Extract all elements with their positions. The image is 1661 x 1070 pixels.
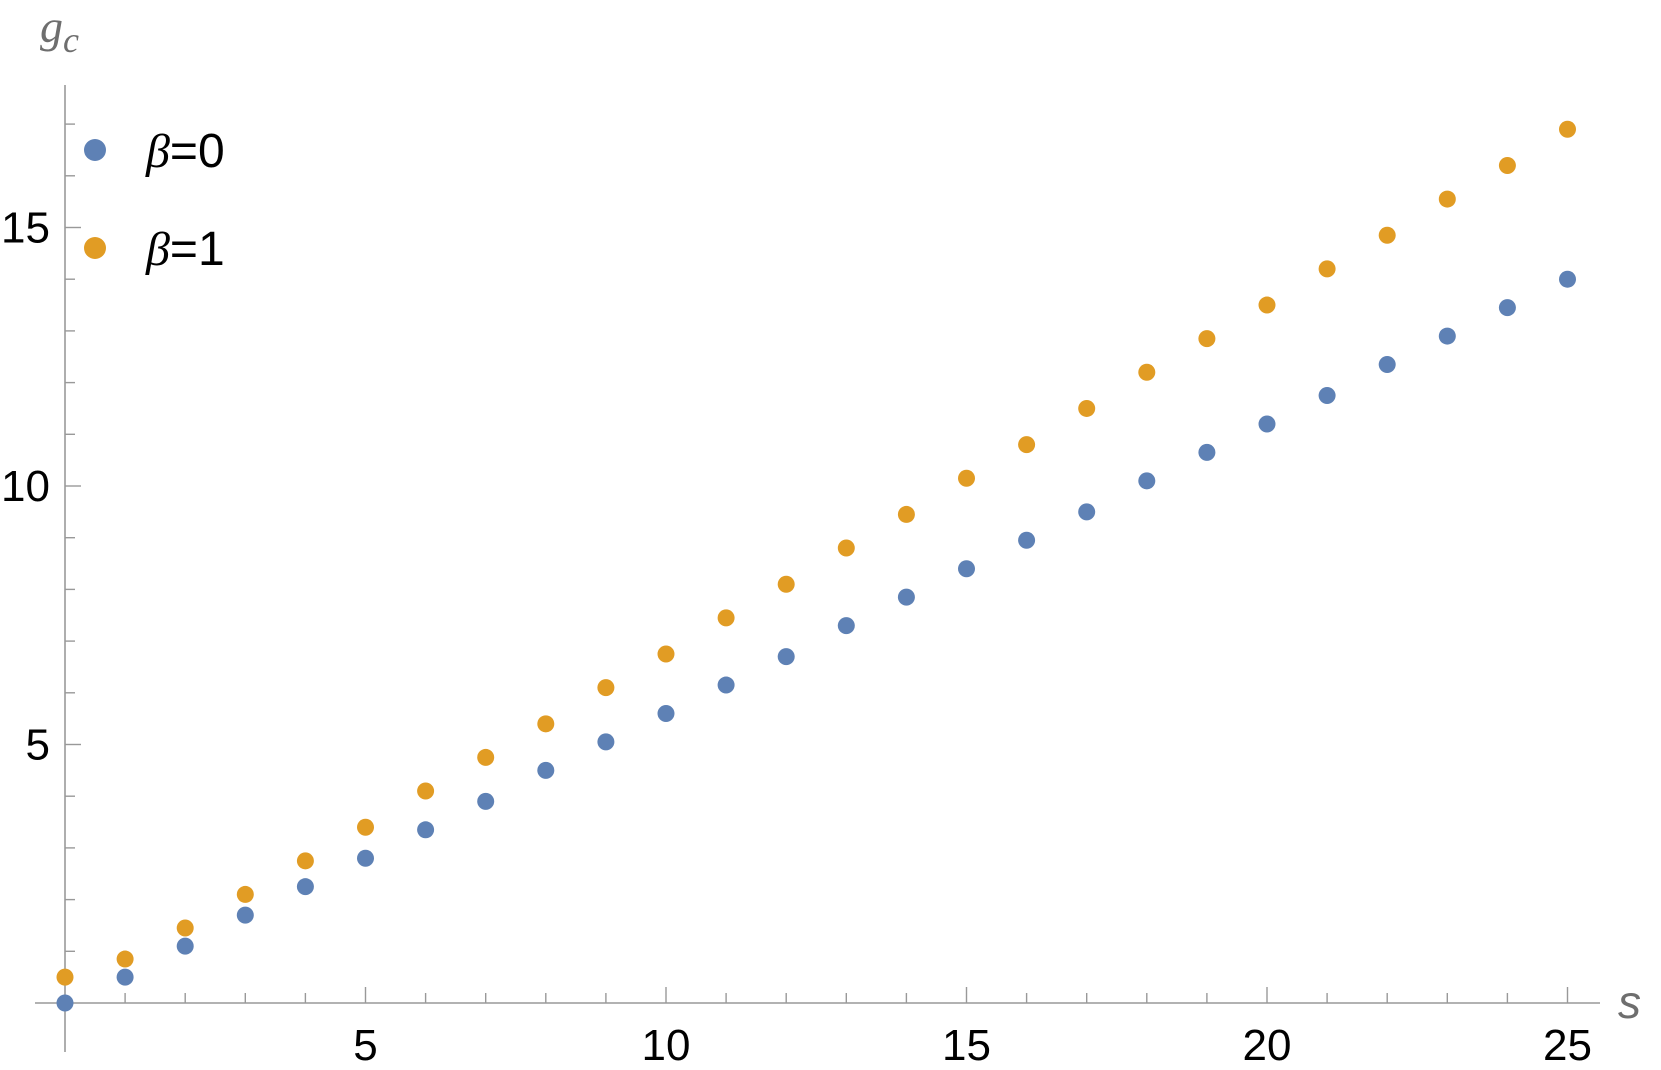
data-point xyxy=(1198,330,1216,348)
legend-value: =1 xyxy=(170,223,225,276)
data-point xyxy=(897,588,915,606)
data-point xyxy=(1378,226,1396,244)
axis-ticks xyxy=(65,123,1569,1003)
data-point xyxy=(1498,156,1516,174)
data-point xyxy=(537,715,555,733)
x-tick-label: 25 xyxy=(1543,1021,1592,1070)
legend-value: =0 xyxy=(170,125,225,178)
tick-labels: 5 10 15 20 25 5 10 15 xyxy=(1,204,1592,1070)
y-tick-label: 10 xyxy=(1,462,50,511)
legend-item: β=1 xyxy=(84,223,225,276)
legend-marker xyxy=(84,237,106,259)
y-axis-title: gc xyxy=(40,1,79,60)
data-point xyxy=(837,539,855,557)
x-tick-label: 15 xyxy=(942,1021,991,1070)
legend-item: β=0 xyxy=(84,125,225,178)
data-point xyxy=(1018,436,1036,454)
data-point xyxy=(296,878,314,896)
data-point xyxy=(477,792,495,810)
data-point xyxy=(1559,270,1576,288)
data-point xyxy=(597,679,615,697)
legend-label: β=1 xyxy=(145,223,225,276)
data-point xyxy=(1378,356,1396,374)
data-point xyxy=(897,505,915,523)
y-tick-label: 15 xyxy=(1,204,50,253)
x-tick-label: 20 xyxy=(1243,1021,1292,1070)
data-point xyxy=(1258,296,1276,314)
x-axis-title: s xyxy=(1618,976,1641,1028)
data-point xyxy=(176,919,194,937)
y-axis-title-subscript: c xyxy=(63,20,79,60)
data-point xyxy=(56,994,74,1012)
data-point xyxy=(1198,443,1216,461)
data-point xyxy=(1078,503,1096,521)
data-point xyxy=(236,906,254,924)
legend-symbol: β xyxy=(145,125,170,178)
data-point xyxy=(1078,399,1096,417)
data-point xyxy=(537,761,555,779)
data-points xyxy=(56,120,1576,1012)
data-point xyxy=(657,704,675,722)
data-point xyxy=(1438,190,1456,208)
data-point xyxy=(417,821,435,839)
legend: β=0β=1 xyxy=(84,125,225,276)
x-tick-label: 10 xyxy=(642,1021,691,1070)
data-point xyxy=(357,849,374,867)
data-point xyxy=(1498,299,1516,317)
data-point xyxy=(296,852,314,870)
data-point xyxy=(1559,120,1576,138)
data-point xyxy=(958,469,975,487)
data-point xyxy=(1258,415,1276,433)
data-point xyxy=(1438,327,1456,345)
data-point xyxy=(777,575,795,593)
data-point xyxy=(477,748,495,766)
series-0 xyxy=(56,270,1576,1012)
data-point xyxy=(717,676,735,694)
data-point xyxy=(657,645,675,663)
data-point xyxy=(717,609,735,627)
data-point xyxy=(837,617,855,635)
data-point xyxy=(236,885,254,903)
data-point xyxy=(116,968,134,986)
data-point xyxy=(417,782,435,800)
data-point xyxy=(1318,387,1336,405)
legend-symbol: β xyxy=(145,223,170,276)
data-point xyxy=(597,733,615,751)
data-point xyxy=(1138,472,1156,490)
data-point xyxy=(56,968,74,986)
data-point xyxy=(116,950,134,968)
y-tick-label: 5 xyxy=(26,721,50,770)
axis-titles: gc s xyxy=(40,1,1641,1028)
data-point xyxy=(958,560,975,578)
y-axis-title-main: g xyxy=(40,1,63,52)
data-point xyxy=(357,818,374,836)
series-1 xyxy=(56,120,1576,986)
legend-label: β=0 xyxy=(145,125,225,178)
data-point xyxy=(176,937,194,955)
legend-marker xyxy=(84,139,106,161)
data-point xyxy=(1318,260,1336,278)
data-point xyxy=(1138,363,1156,381)
data-point xyxy=(1018,531,1036,549)
axes xyxy=(35,85,1600,1052)
x-tick-label: 5 xyxy=(353,1021,377,1070)
data-point xyxy=(777,648,795,666)
